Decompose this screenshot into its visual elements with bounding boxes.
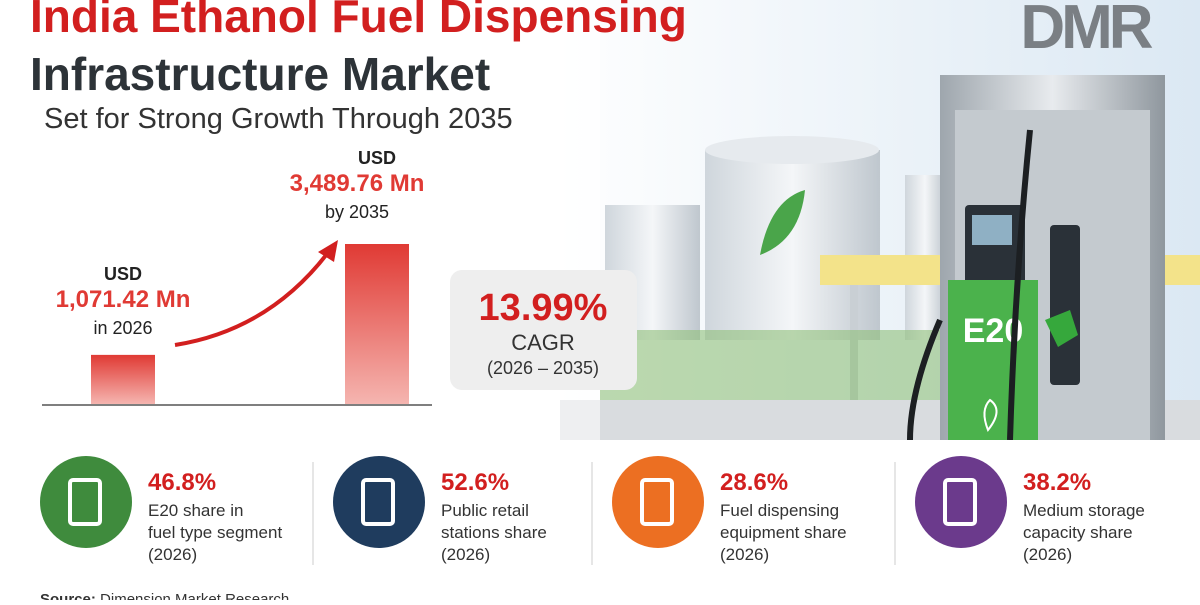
stats: 46.8% E20 share in fuel type segment (2026)… <box>40 456 1145 565</box>
stat-value: 52.6% <box>441 469 509 496</box>
stat-text: fuel type segment <box>148 523 282 542</box>
stat-text: E20 share in <box>148 501 243 520</box>
value-label: 3,489.76 Mn <box>290 170 425 197</box>
stat-text: Medium storage <box>1023 501 1145 520</box>
source-text: Dimension Market Research <box>100 591 289 600</box>
subtitle: Set for Strong Growth Through 2035 <box>44 103 513 135</box>
icon-glyph <box>68 478 102 526</box>
icon-glyph <box>640 478 674 526</box>
cagr-label: CAGR <box>511 330 575 355</box>
value-label: 1,071.42 Mn <box>56 286 191 313</box>
cagr-period: (2026 – 2035) <box>487 358 599 378</box>
icon-glyph <box>361 478 395 526</box>
stat-text: (2026) <box>720 545 769 564</box>
stat-value: 28.6% <box>720 469 788 496</box>
stat-text: (2026) <box>441 545 490 564</box>
title-line2: Infrastructure Market <box>30 48 490 100</box>
stat-icon <box>612 456 704 548</box>
stat-icon <box>333 456 425 548</box>
source: Source: Dimension Market Research <box>40 591 289 600</box>
cagr-value: 13.99% <box>479 287 608 329</box>
stat-value: 46.8% <box>148 469 216 496</box>
title-line1: India Ethanol Fuel Dispensing <box>30 0 687 42</box>
cagr-box <box>450 270 637 390</box>
stat-text: stations share <box>441 523 547 542</box>
scenery: E20 <box>560 75 1200 441</box>
category: in 2026 <box>93 318 152 338</box>
logo: DMR <box>1020 0 1152 62</box>
stat-icon <box>40 456 132 548</box>
currency: USD <box>358 148 396 168</box>
currency: USD <box>104 264 142 284</box>
icon-glyph <box>943 478 977 526</box>
stat-text: Fuel dispensing <box>720 501 839 520</box>
stat-text: (2026) <box>1023 545 1072 564</box>
stat-value: 38.2% <box>1023 469 1091 496</box>
stat-icon <box>915 456 1007 548</box>
growth-arrow <box>174 248 332 347</box>
category: by 2035 <box>325 202 389 222</box>
stat-text: capacity share <box>1023 523 1133 542</box>
bar <box>345 244 409 404</box>
stat-text: equipment share <box>720 523 847 542</box>
arrow-head <box>318 240 338 262</box>
bar <box>91 354 155 404</box>
stats-panel <box>0 440 1200 600</box>
source-label: Source: <box>40 591 96 600</box>
stat-text: (2026) <box>148 545 197 564</box>
stat-text: Public retail <box>441 501 529 520</box>
